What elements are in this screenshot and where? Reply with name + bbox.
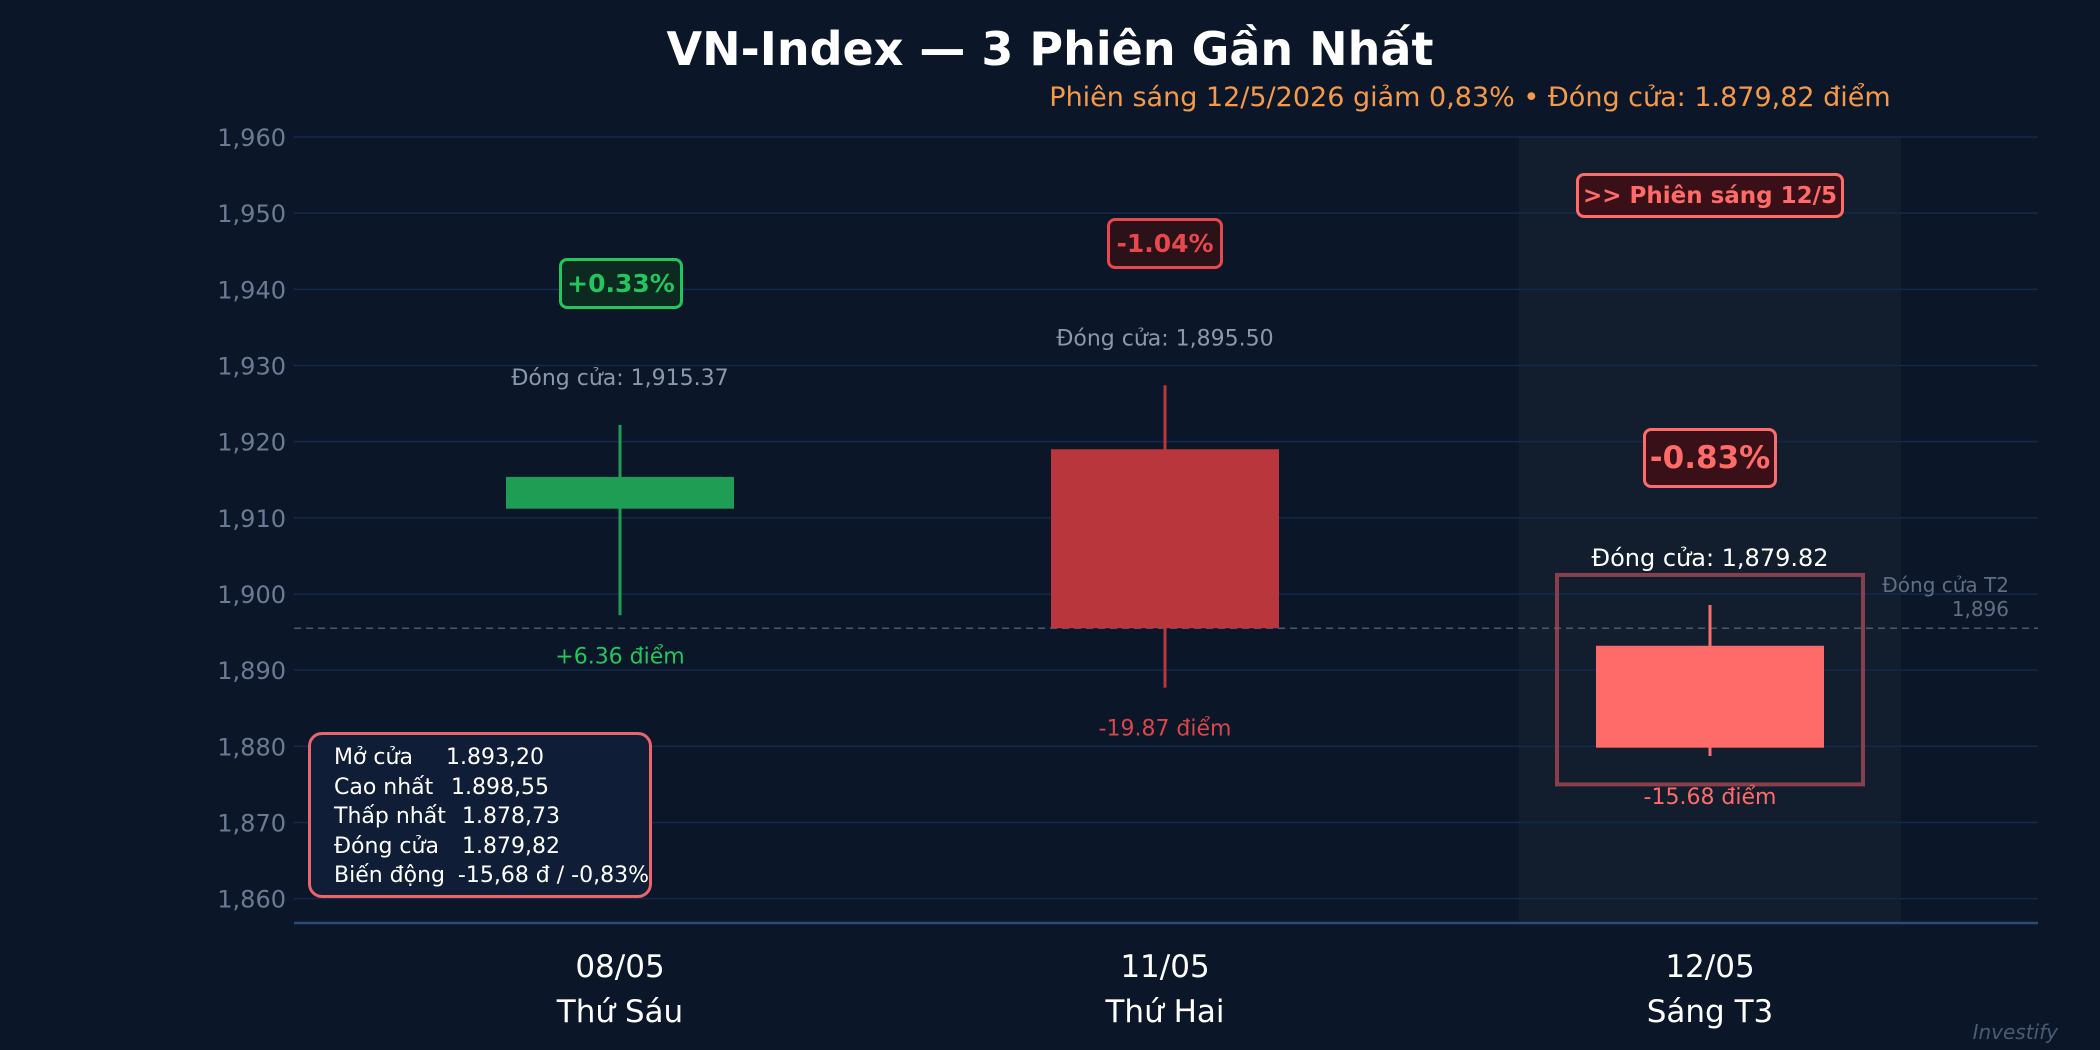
y-tick-label: 1,950	[217, 200, 286, 228]
stat-label: Mở cửa	[334, 745, 413, 771]
reference-line-value: 1,896	[1952, 597, 2009, 621]
y-tick-label: 1,940	[217, 276, 286, 304]
stat-row-change: Biến động -15,68 đ / -0,83%	[334, 861, 649, 891]
x-tick-day: Thứ Hai	[1104, 994, 1224, 1030]
close-label: Đóng cửa: 1,879.82	[1591, 544, 1828, 572]
stat-row-open: Mở cửa 1.893,20	[334, 743, 649, 773]
stat-label: Biến động	[334, 863, 446, 889]
change-label: +6.36 điểm	[555, 644, 684, 669]
x-tick-date: 12/05	[1665, 949, 1754, 985]
stat-value: 1.879,82	[462, 833, 560, 859]
candle-body	[1596, 645, 1824, 748]
y-tick-label: 1,900	[217, 581, 286, 609]
y-tick-label: 1,960	[217, 124, 286, 152]
x-tick-date: 08/05	[575, 949, 664, 985]
close-label: Đóng cửa: 1,915.37	[511, 366, 728, 391]
pct-badge-08-05: +0.33%	[559, 258, 683, 309]
chart-subtitle: Phiên sáng 12/5/2026 giảm 0,83% • Đóng c…	[1049, 82, 1891, 113]
y-tick-label: 1,890	[217, 657, 286, 685]
y-tick-label: 1,870	[217, 809, 286, 837]
stat-label: Đóng cửa	[334, 833, 439, 859]
change-label: -19.87 điểm	[1099, 717, 1232, 742]
reference-line-label: Đóng cửa T2	[1882, 573, 2009, 597]
watermark: Investify	[1972, 1020, 2058, 1044]
stat-row-low: Thấp nhất 1.878,73	[334, 802, 649, 832]
session-tag: >> Phiên sáng 12/5	[1576, 173, 1844, 218]
stat-value: 1.898,55	[451, 774, 549, 800]
y-tick-label: 1,920	[217, 429, 286, 457]
pct-badge-11-05: -1.04%	[1107, 218, 1223, 269]
stat-row-high: Cao nhất 1.898,55	[334, 773, 649, 803]
candle-body	[1051, 449, 1279, 629]
y-tick-label: 1,930	[217, 352, 286, 380]
close-label: Đóng cửa: 1,895.50	[1056, 326, 1273, 351]
stat-label: Thấp nhất	[334, 804, 446, 830]
stat-value: 1.893,20	[446, 745, 544, 771]
stat-value: 1.878,73	[462, 804, 560, 830]
stat-value: -15,68 đ / -0,83%	[457, 863, 649, 889]
stat-label: Cao nhất	[334, 774, 434, 800]
pct-badge-12-05: -0.83%	[1643, 428, 1777, 488]
y-tick-label: 1,860	[217, 886, 286, 914]
candle-body	[506, 476, 734, 509]
session-stats-box: Mở cửa 1.893,20 Cao nhất 1.898,55 Thấp n…	[308, 732, 652, 898]
chart-title: VN-Index — 3 Phiên Gần Nhất	[666, 22, 1434, 76]
highlight-frame	[1555, 572, 1865, 787]
y-tick-label: 1,880	[217, 733, 286, 761]
x-tick-date: 11/05	[1120, 949, 1209, 985]
y-tick-label: 1,910	[217, 505, 286, 533]
change-label: -15.68 điểm	[1644, 785, 1777, 810]
stat-row-close: Đóng cửa 1.879,82	[334, 832, 649, 862]
x-tick-day: Sáng T3	[1647, 994, 1774, 1030]
x-tick-day: Thứ Sáu	[556, 994, 683, 1030]
